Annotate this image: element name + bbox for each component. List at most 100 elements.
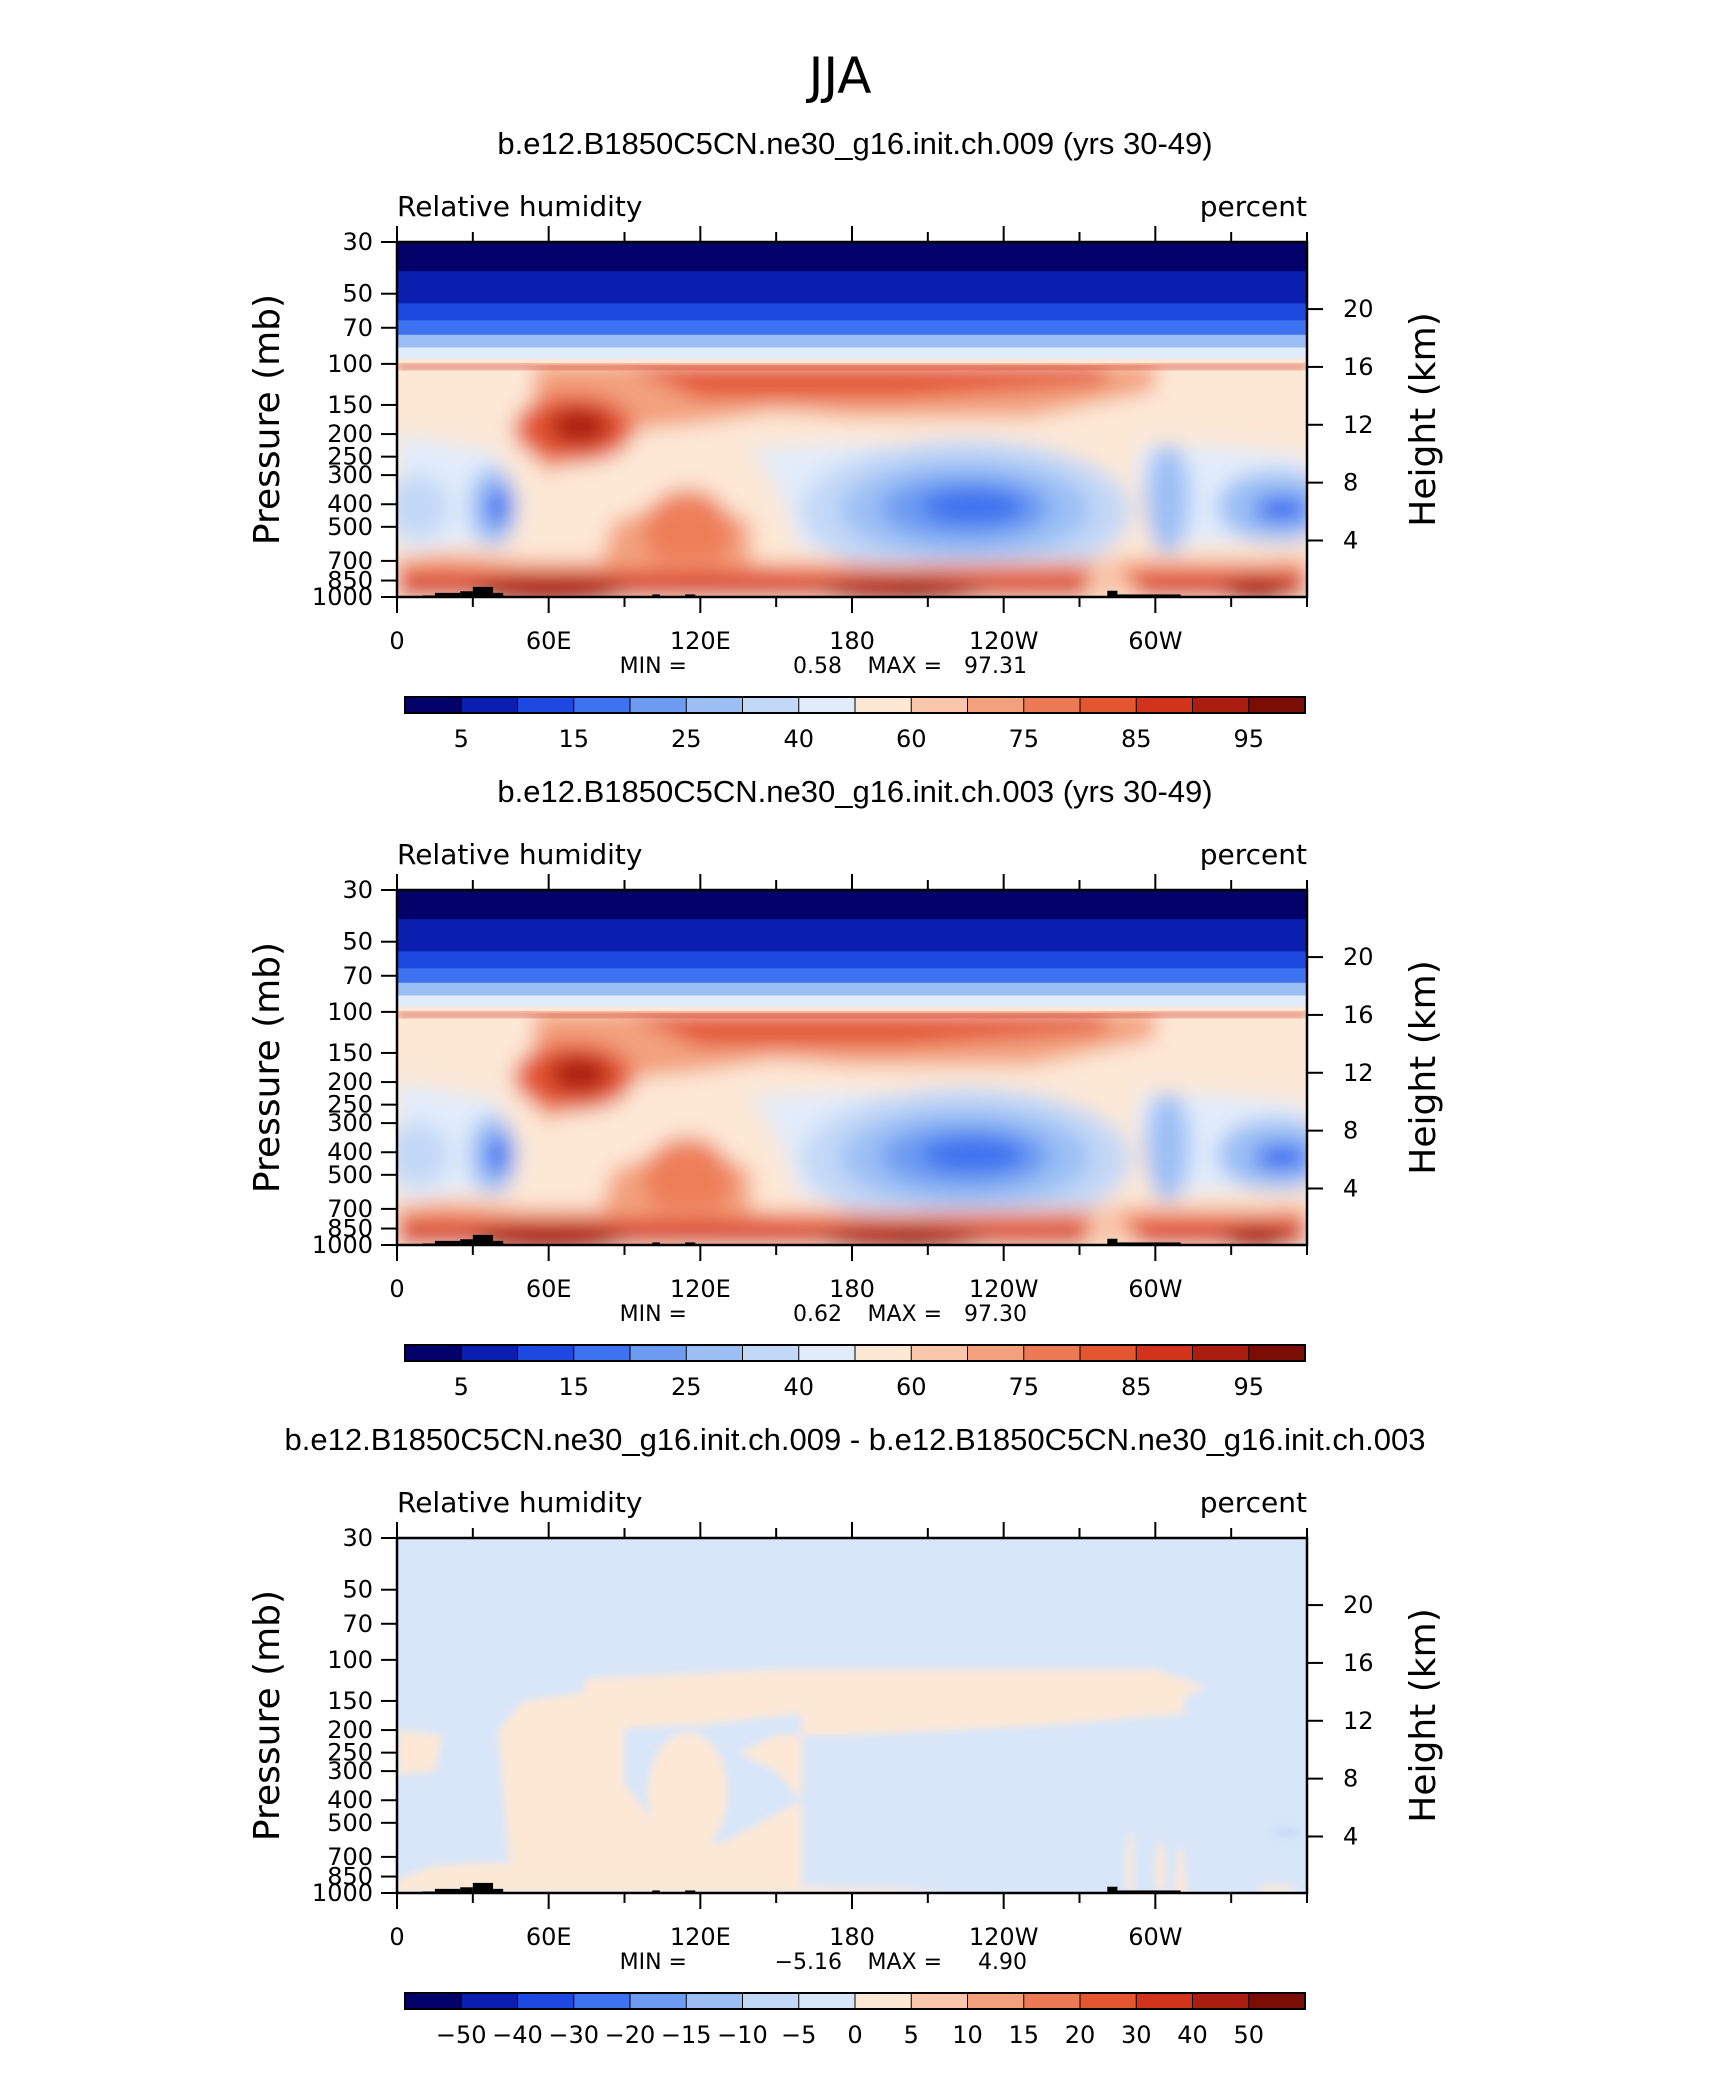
tropopause-band — [397, 1011, 1307, 1018]
strat-band — [397, 320, 1307, 336]
contour-region — [1084, 1208, 1143, 1245]
colorbar-swatch — [629, 1992, 688, 2010]
pressure-tick-label: 300 — [327, 1109, 373, 1137]
pressure-tick-label: 30 — [342, 876, 373, 904]
pressure-tick-label: 30 — [342, 228, 373, 256]
contour-blob — [647, 1732, 728, 1853]
plot-area: 0 60E 120E 180 120W 60W3050701001502002503004… — [247, 226, 1444, 679]
y-axis-title-left: Pressure (mb) — [247, 294, 288, 545]
plot-clip — [397, 890, 1307, 1245]
pressure-tick-label: 250 — [327, 1091, 373, 1119]
panels-root: b.e12.B1850C5CN.ne30_g16.init.ch.009 (yr… — [247, 126, 1444, 2049]
variable-label: Relative humidity — [397, 190, 642, 223]
colorbar-label: −40 — [492, 2021, 543, 2049]
contour-blob — [1145, 1092, 1190, 1203]
x-tick-label: 0 — [389, 1923, 404, 1951]
x-tick-label: 60E — [526, 1275, 572, 1303]
colorbar-swatch — [854, 1344, 913, 1362]
colorbar-swatch — [1135, 1992, 1194, 2010]
stratosphere-bands — [397, 242, 1307, 370]
colorbar-swatch — [742, 1344, 800, 1362]
panel-3: b.e12.B1850C5CN.ne30_g16.init.ch.009 - b… — [247, 1422, 1444, 2049]
panel-title: b.e12.B1850C5CN.ne30_g16.init.ch.009 - b… — [285, 1422, 1426, 1457]
colorbar-swatch — [967, 1992, 1025, 2010]
colorbar-label: 5 — [454, 1373, 469, 1401]
topography-block — [460, 1887, 473, 1893]
contour-blob — [1126, 1830, 1135, 1893]
colorbar-label: 85 — [1121, 1373, 1152, 1401]
strat-band — [397, 334, 1307, 349]
topography-block — [472, 1882, 494, 1893]
contour-region — [528, 363, 1156, 476]
pressure-tick-label: 700 — [327, 547, 373, 575]
contour-blob — [1256, 1884, 1297, 1893]
colorbar-label: 85 — [1121, 725, 1152, 753]
height-tick-label: 12 — [1343, 1059, 1374, 1087]
pressure-tick-label: 70 — [342, 1610, 373, 1638]
colorbar-swatch — [460, 696, 519, 714]
contour-blob — [1253, 1143, 1307, 1172]
strat-band — [397, 358, 1307, 365]
contour-blob — [1253, 495, 1307, 524]
stat-max-label: MAX = — [867, 654, 942, 679]
pressure-tick-label: 1000 — [312, 583, 373, 611]
topography-block — [652, 1890, 660, 1893]
colorbar-swatch — [460, 1344, 519, 1362]
height-tick-label: 20 — [1343, 295, 1374, 323]
units-label: percent — [1200, 190, 1307, 223]
pressure-tick-label: 50 — [342, 280, 373, 308]
colorbar: 5 15 25 40 60 75 85 95 — [404, 696, 1306, 753]
strat-band — [397, 951, 1307, 970]
colorbar-swatch — [573, 696, 631, 714]
topography-block — [685, 1242, 696, 1245]
colorbar-label: 5 — [454, 725, 469, 753]
colorbar-swatch — [573, 1992, 631, 2010]
height-tick-label: 8 — [1343, 1117, 1358, 1145]
height-tick-label: 20 — [1343, 943, 1374, 971]
contour-region — [548, 1884, 954, 1893]
field-layer — [397, 890, 1307, 1245]
height-tick-label: 4 — [1343, 1822, 1358, 1850]
topography-block — [434, 1240, 461, 1245]
pressure-tick-label: 1000 — [312, 1879, 373, 1907]
x-tick-label: 120W — [969, 1923, 1039, 1951]
stat-min-label: MIN = — [620, 1950, 687, 1975]
stat-max-label: MAX = — [867, 1302, 942, 1327]
pressure-tick-label: 400 — [327, 490, 373, 518]
topography-block — [460, 1239, 473, 1245]
plot-clip — [397, 1538, 1307, 1893]
colorbar-frame — [404, 1344, 1306, 1362]
colorbar-frame — [404, 696, 1306, 714]
colorbar-label: −30 — [548, 2021, 599, 2049]
contour-blob — [643, 1136, 732, 1221]
contour-blob — [1272, 1828, 1301, 1837]
pressure-tick-label: 250 — [327, 443, 373, 471]
panel-title: b.e12.B1850C5CN.ne30_g16.init.ch.003 (yr… — [497, 774, 1212, 809]
strat-band — [397, 303, 1307, 322]
height-tick-label: 20 — [1343, 1591, 1374, 1619]
colorbar-label: −15 — [661, 2021, 712, 2049]
colorbar-swatch — [1023, 696, 1081, 714]
colorbar-label: 60 — [896, 725, 927, 753]
strat-band — [397, 1006, 1307, 1013]
height-tick-label: 4 — [1343, 526, 1358, 554]
height-tick-label: 12 — [1343, 411, 1374, 439]
colorbar-label: 30 — [1121, 2021, 1152, 2049]
plot-area: 0 60E 120E 180 120W 60W3050701001502002503004… — [247, 1522, 1444, 1975]
colorbar-swatch — [1192, 696, 1250, 714]
stat-max-value: 4.90 — [978, 1950, 1027, 1975]
contour-blob — [817, 576, 988, 597]
colorbar-swatch — [1135, 696, 1194, 714]
colorbar-swatch — [517, 696, 575, 714]
pressure-tick-label: 850 — [327, 567, 373, 595]
colorbar-label: −50 — [436, 2021, 487, 2049]
contour-blob — [921, 488, 1026, 525]
y-axis-title-right: Height (km) — [1403, 312, 1444, 526]
strat-band — [397, 968, 1307, 984]
tropopause-band — [397, 363, 1307, 370]
height-tick-label: 12 — [1343, 1707, 1374, 1735]
colorbar-swatch — [798, 696, 856, 714]
colorbar-swatch — [404, 1344, 463, 1362]
colorbar-swatch — [910, 1992, 969, 2010]
contour-region — [624, 1011, 1105, 1046]
